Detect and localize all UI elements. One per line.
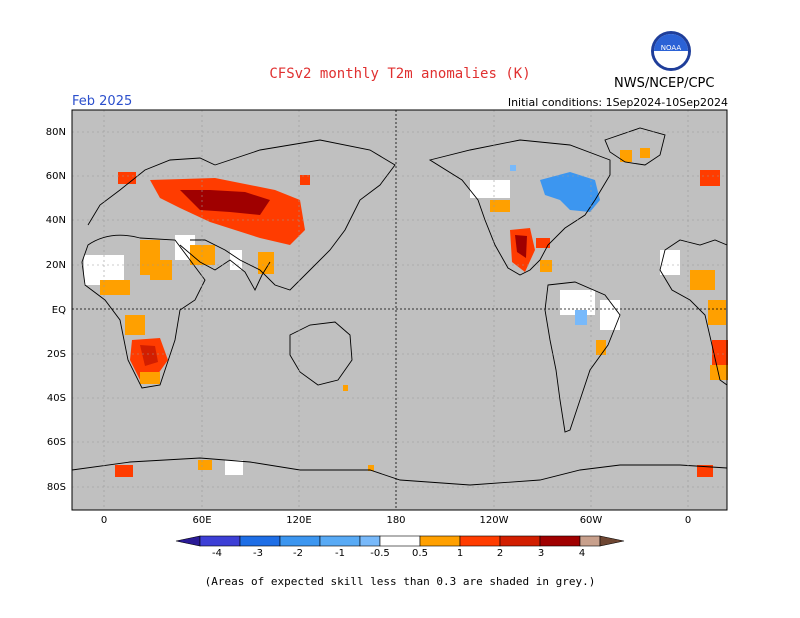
skill-footnote: (Areas of expected skill less than 0.3 a…	[204, 575, 596, 588]
colorbar-swatch	[379, 535, 421, 547]
lon-label: 120W	[480, 515, 509, 526]
canada-cool	[540, 172, 600, 212]
longitude-labels: 0 60E 120E 180 120W 60W 0	[101, 515, 691, 526]
colorbar: -4 -3 -2 -1 -0.5 0.5 1 2 3 4	[175, 535, 625, 559]
gulf-warm	[536, 238, 550, 248]
colorbar-swatch	[499, 535, 541, 547]
colorbar-label: -0.5	[370, 548, 390, 559]
colorbar-swatch	[359, 535, 381, 547]
colorbar-swatch	[539, 535, 581, 547]
colorbar-swatch	[579, 535, 601, 547]
lat-label: 60S	[47, 437, 66, 448]
initial-conditions: Initial conditions: 1Sep2024-10Sep2024	[507, 96, 728, 109]
colorbar-swatch	[459, 535, 501, 547]
lat-label: 80S	[47, 482, 66, 493]
colorbar-label: 4	[579, 548, 585, 559]
map-background	[72, 110, 727, 510]
antarctic-warm-west	[115, 465, 133, 477]
colorbar-label: -3	[253, 548, 263, 559]
colorbar-swatch	[319, 535, 361, 547]
lon-label: 60E	[192, 515, 211, 526]
colorbar-swatch	[239, 535, 281, 547]
map-title: CFSv2 monthly T2m anomalies (K)	[269, 66, 531, 82]
colorbar-label: 2	[497, 548, 503, 559]
colorbar-swatch	[279, 535, 321, 547]
colorbar-label: -4	[212, 548, 222, 559]
white-anomaly-regions	[84, 180, 680, 475]
southern-africa-hot	[140, 345, 158, 366]
latitude-labels: 80N 60N 40N 20N EQ 20S 40S 60S 80S	[46, 127, 66, 493]
europe-warm	[118, 172, 136, 184]
alaska-cool	[510, 165, 516, 171]
colorbar-swatch	[199, 535, 241, 547]
lat-label: 60N	[46, 171, 66, 182]
noaa-logo-icon: NOAA	[651, 31, 691, 71]
lon-label: 0	[101, 515, 107, 526]
mexico-very-warm	[515, 235, 527, 258]
map-grid	[72, 110, 727, 510]
central-asia-very-warm	[180, 190, 270, 215]
antarctic-warm-east	[697, 465, 713, 477]
logo-text: NOAA	[661, 44, 682, 52]
scandinavia-warm	[700, 170, 720, 186]
forecast-month: Feb 2025	[72, 94, 133, 109]
lat-label: 40S	[47, 393, 66, 404]
cool-anomaly-regions	[510, 165, 600, 325]
agency-label: NWS/NCEP/CPC	[614, 76, 715, 91]
colorbar-label: -1	[335, 548, 345, 559]
coastlines	[71, 127, 728, 486]
lat-label: EQ	[52, 305, 66, 316]
lon-label: 60W	[580, 515, 603, 526]
colorbar-swatch	[419, 535, 461, 547]
colorbar-label: 0.5	[412, 548, 428, 559]
colorbar-label: 3	[538, 548, 544, 559]
brazil-cool	[575, 310, 587, 325]
colorbar-right-arrow	[599, 535, 625, 547]
lat-label: 20N	[46, 260, 66, 271]
lat-label: 40N	[46, 215, 66, 226]
colorbar-left-arrow	[175, 535, 201, 547]
colorbar-label: 1	[457, 548, 463, 559]
moderate-warm-regions	[100, 148, 728, 471]
warm-anomaly-regions	[115, 170, 728, 477]
colorbar-label: -2	[293, 548, 303, 559]
lat-label: 80N	[46, 127, 66, 138]
lon-label: 120E	[286, 515, 311, 526]
lon-label: 180	[386, 515, 405, 526]
siberia-warm	[300, 175, 310, 185]
lat-label: 20S	[47, 349, 66, 360]
lon-label: 0	[685, 515, 691, 526]
map-frame	[71, 109, 728, 511]
